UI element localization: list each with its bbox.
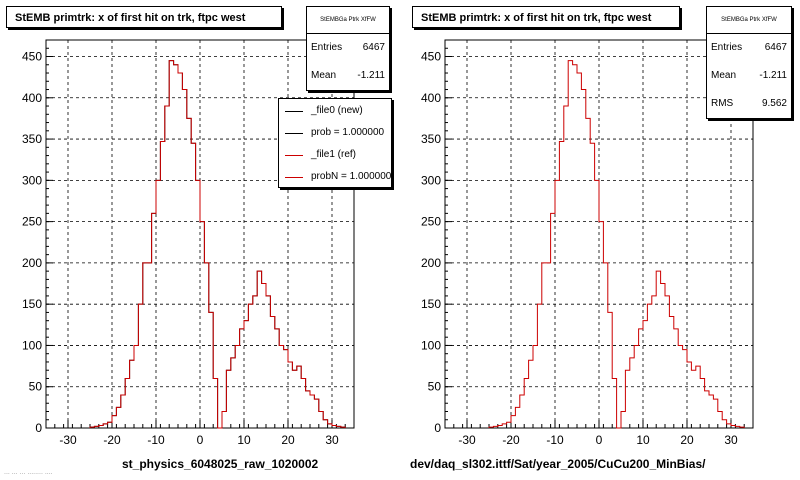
y-tick-label: 50 [428,380,442,394]
stats-entries-label: Entries [711,42,743,53]
y-tick-label: 400 [22,91,42,105]
y-tick-label: 150 [421,297,441,311]
chart-title: StEMB primtrk: x of first hit on trk, ft… [6,6,282,28]
y-tick-label: 100 [22,338,42,352]
x-tick-label: -10 [147,433,165,447]
x-tick-label: -20 [103,433,121,447]
legend-label: _file0 (new) [311,105,363,116]
y-tick-label: 200 [421,256,441,270]
stats-entries-row: Entries 6467 [707,34,791,62]
stats-rms-value: 9.562 [761,98,787,109]
histogram-plot-right: 0 50 100 150 200 250 300 350 400 450 -30 -20 -10 0 10 2… [421,39,754,447]
y-tick-label: 350 [22,132,42,146]
stats-rms-row: RMS 9.562 [707,90,791,118]
histogram-series--file1-ref- [89,60,346,429]
x-tick-label: 0 [596,433,603,447]
x-tick-label: -30 [59,433,77,447]
y-tick-label: 250 [421,215,441,229]
y-tick-label: 100 [421,338,441,352]
histogram-series [488,60,745,429]
stats-entries-value: 6467 [362,42,385,53]
stats-rms-label: RMS [711,98,734,109]
x-tick-label: 30 [724,433,738,447]
legend-line-icon [285,177,303,178]
x-axis-label: dev/daq_sl302.ittf/Sat/year_2005/CuCu200… [410,457,706,471]
stats-histogram-name: StEMBGa Ptrk XfFW [307,7,389,34]
chart-title: StEMB primtrk: x of first hit on trk, ft… [412,6,680,28]
y-tick-label: 50 [29,380,43,394]
stats-mean-row: Mean -1.211 [707,62,791,90]
y-tick-label: 0 [35,421,42,435]
y-tick-label: 250 [22,215,42,229]
legend-line-icon [285,111,303,112]
x-tick-label: 20 [281,433,295,447]
y-tick-label: 450 [22,50,42,64]
y-tick-label: 200 [22,256,42,270]
pad-left: StEMB primtrk: x of first hit on trk, ft… [6,6,392,471]
legend-label: probN = 1.000000 [311,171,392,182]
y-tick-label: 300 [421,173,441,187]
footer-text: ... ... ... ........ .... [4,469,53,476]
y-tick-label: 0 [434,421,441,435]
x-tick-label: -20 [502,433,520,447]
stats-mean-value: -1.211 [357,70,385,81]
stats-entries-row: Entries 6467 [307,34,389,62]
y-tick-label: 150 [22,297,42,311]
x-tick-label: 10 [636,433,650,447]
x-tick-label: -30 [458,433,476,447]
stats-histogram-name: StEMBGa Ptrk XfFW [707,7,791,34]
pad-right: StEMB primtrk: x of first hit on trk, ft… [400,0,800,480]
x-axis-label: st_physics_6048025_raw_1020002 [122,457,319,471]
stats-entries-label: Entries [311,42,343,53]
legend-label: _file1 (ref) [311,149,357,160]
stats-mean-label: Mean [711,70,737,81]
stats-entries-value: 6467 [764,42,787,53]
legend-line-icon [285,155,303,156]
legend-label: prob = 1.000000 [311,127,385,138]
stats-box: StEMBGa Ptrk XfFW Entries 6467 Mean -1.2… [706,6,792,119]
stats-mean-value: -1.211 [759,70,787,81]
x-tick-label: 20 [680,433,694,447]
x-tick-label: -10 [546,433,564,447]
legend-line-icon [285,133,303,134]
y-tick-label: 350 [421,132,441,146]
x-tick-label: 0 [197,433,204,447]
stats-mean-row: Mean -1.211 [307,62,389,90]
y-tick-label: 450 [421,50,441,64]
x-tick-label: 10 [237,433,251,447]
stats-mean-label: Mean [311,70,337,81]
x-tick-label: 30 [325,433,339,447]
stats-box: StEMBGa Ptrk XfFW Entries 6467 Mean -1.2… [306,6,390,91]
legend: _file0 (new) prob = 1.000000 _file1 (ref… [278,98,392,188]
y-tick-label: 300 [22,173,42,187]
y-tick-label: 400 [421,91,441,105]
